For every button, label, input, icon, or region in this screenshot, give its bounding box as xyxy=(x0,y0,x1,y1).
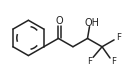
Text: F: F xyxy=(112,57,116,66)
Text: F: F xyxy=(87,57,92,66)
Text: O: O xyxy=(56,16,63,26)
Text: F: F xyxy=(116,33,122,42)
Text: OH: OH xyxy=(85,18,100,28)
